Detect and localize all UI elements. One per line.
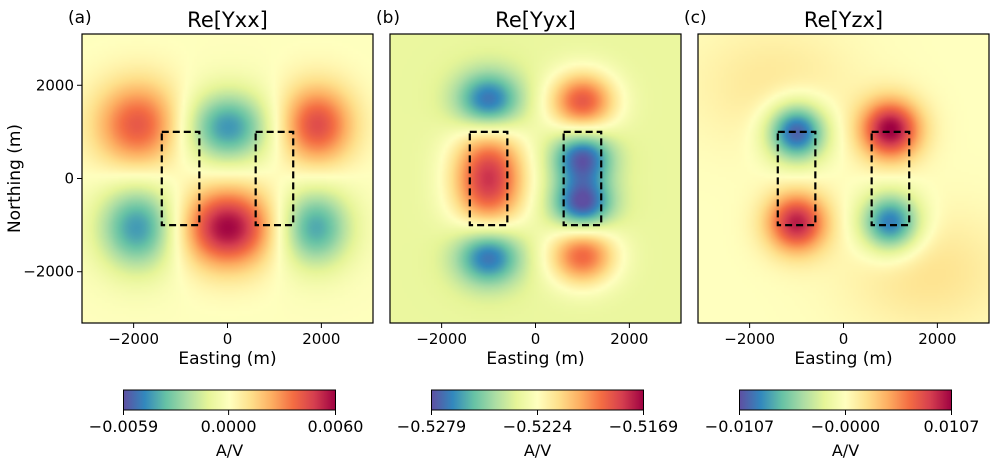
- panel-title: Re[Yzx]: [804, 8, 883, 32]
- target-box-2: [562, 130, 603, 227]
- panel-2: −2000 0 2000 Re[Yyx] (b) Easting (m) −0.5279 −0…: [376, 8, 682, 460]
- panel-letter: (b): [376, 8, 400, 28]
- colorbar-label: A/V: [832, 441, 859, 460]
- x-tick-label: 0: [531, 330, 541, 348]
- x-tick-label: −2000: [416, 330, 467, 348]
- heatmap-image: [698, 34, 989, 323]
- x-tick-label: 2000: [610, 330, 648, 348]
- colorbar-tick-label: −0.0107: [705, 417, 774, 436]
- x-tick-label: 0: [839, 330, 849, 348]
- target-box-1: [468, 130, 509, 227]
- colorbar-tick-label: −0.0000: [811, 417, 880, 436]
- y-tick-label: 2000: [36, 76, 74, 94]
- panel-title: Re[Yyx]: [495, 8, 576, 32]
- target-box-1: [160, 130, 201, 227]
- colorbar-tick-label: −0.5169: [609, 417, 678, 436]
- colorbar-tick-label: 0.0060: [308, 417, 364, 436]
- x-axis-label: Easting (m): [486, 349, 584, 369]
- x-tick-label: 0: [223, 330, 233, 348]
- panel-3: −2000 0 2000 Re[Yzx] (c) Easting (m) −0.0107 −0…: [684, 8, 990, 460]
- colorbar-label: A/V: [216, 441, 243, 460]
- x-tick-label: 2000: [918, 330, 956, 348]
- x-tick-label: −2000: [108, 330, 159, 348]
- target-box-1: [776, 130, 817, 227]
- panel-1: −2000 0 2000 −2000 0 2000 Re[Yxx] (a) Easting (m…: [5, 8, 374, 460]
- y-axis-label: Northing (m): [5, 124, 25, 233]
- colorbar: [123, 389, 336, 411]
- x-axis-label: Easting (m): [178, 349, 276, 369]
- y-tick-label: 0: [64, 170, 74, 188]
- y-tick-label: −2000: [23, 263, 74, 281]
- x-tick-label: −2000: [724, 330, 775, 348]
- colorbar-tick-label: −0.5224: [503, 417, 572, 436]
- colorbar-label: A/V: [524, 441, 551, 460]
- target-box-2: [870, 130, 911, 227]
- colorbar: [431, 389, 644, 411]
- colorbar: [739, 389, 952, 411]
- target-box-2: [254, 130, 295, 227]
- heatmap-image: [82, 34, 373, 323]
- colorbar-tick-label: −0.0059: [89, 417, 158, 436]
- colorbar-tick-label: 0.0000: [201, 417, 257, 436]
- x-tick-label: 2000: [302, 330, 340, 348]
- panel-letter: (a): [68, 8, 92, 28]
- colorbar-tick-label: −0.5279: [397, 417, 466, 436]
- panel-letter: (c): [684, 8, 707, 28]
- x-axis-label: Easting (m): [794, 349, 892, 369]
- panel-title: Re[Yxx]: [187, 8, 268, 32]
- colorbar-tick-label: 0.0107: [924, 417, 980, 436]
- heatmap-image: [390, 34, 681, 323]
